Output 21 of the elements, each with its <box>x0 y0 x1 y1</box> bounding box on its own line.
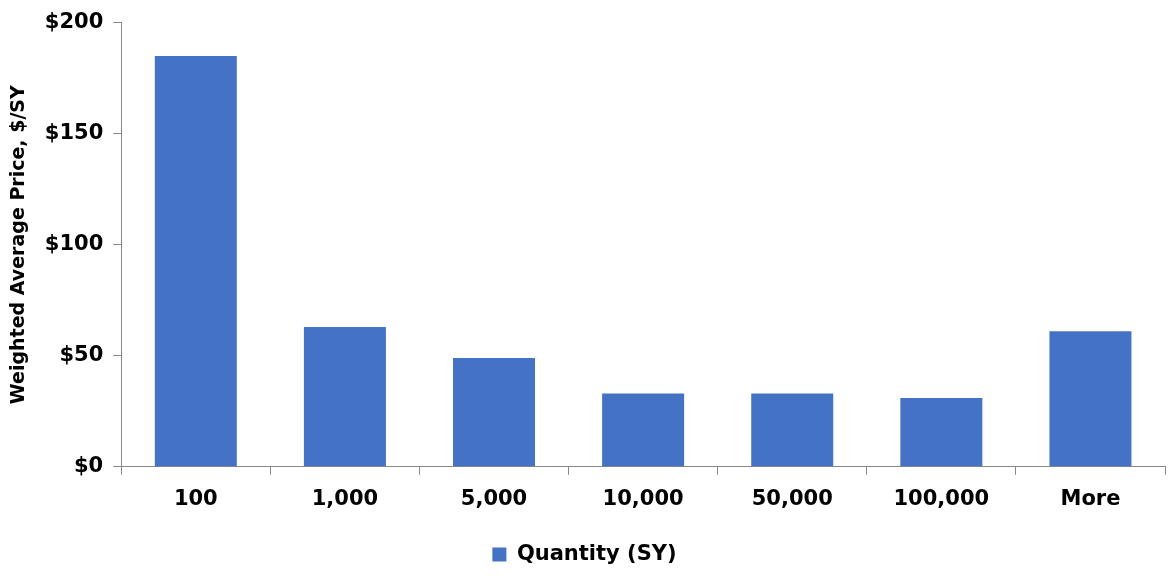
bar <box>1049 331 1132 467</box>
x-tick-label: 50,000 <box>751 485 833 510</box>
y-tick-label: $50 <box>59 342 104 367</box>
bar <box>900 397 983 467</box>
x-tick-label: 100 <box>173 485 218 510</box>
bar <box>154 55 237 467</box>
y-tick-label: $0 <box>74 453 104 478</box>
x-tick-label: 5,000 <box>460 485 528 510</box>
y-axis-title: Weighted Average Price, $/SY <box>6 84 29 405</box>
bar <box>751 393 834 467</box>
y-tick-label: $200 <box>44 9 104 34</box>
x-tick-label: More <box>1060 485 1121 510</box>
bar <box>453 357 536 467</box>
legend-label: Quantity (SY) <box>516 540 677 565</box>
y-tick-label: $100 <box>44 231 104 256</box>
bar <box>602 393 685 467</box>
x-tick-label: 10,000 <box>602 485 684 510</box>
bar <box>303 326 386 467</box>
x-tick-label: 1,000 <box>311 485 379 510</box>
y-tick-label: $150 <box>44 120 104 145</box>
x-tick-label: 100,000 <box>893 485 990 510</box>
